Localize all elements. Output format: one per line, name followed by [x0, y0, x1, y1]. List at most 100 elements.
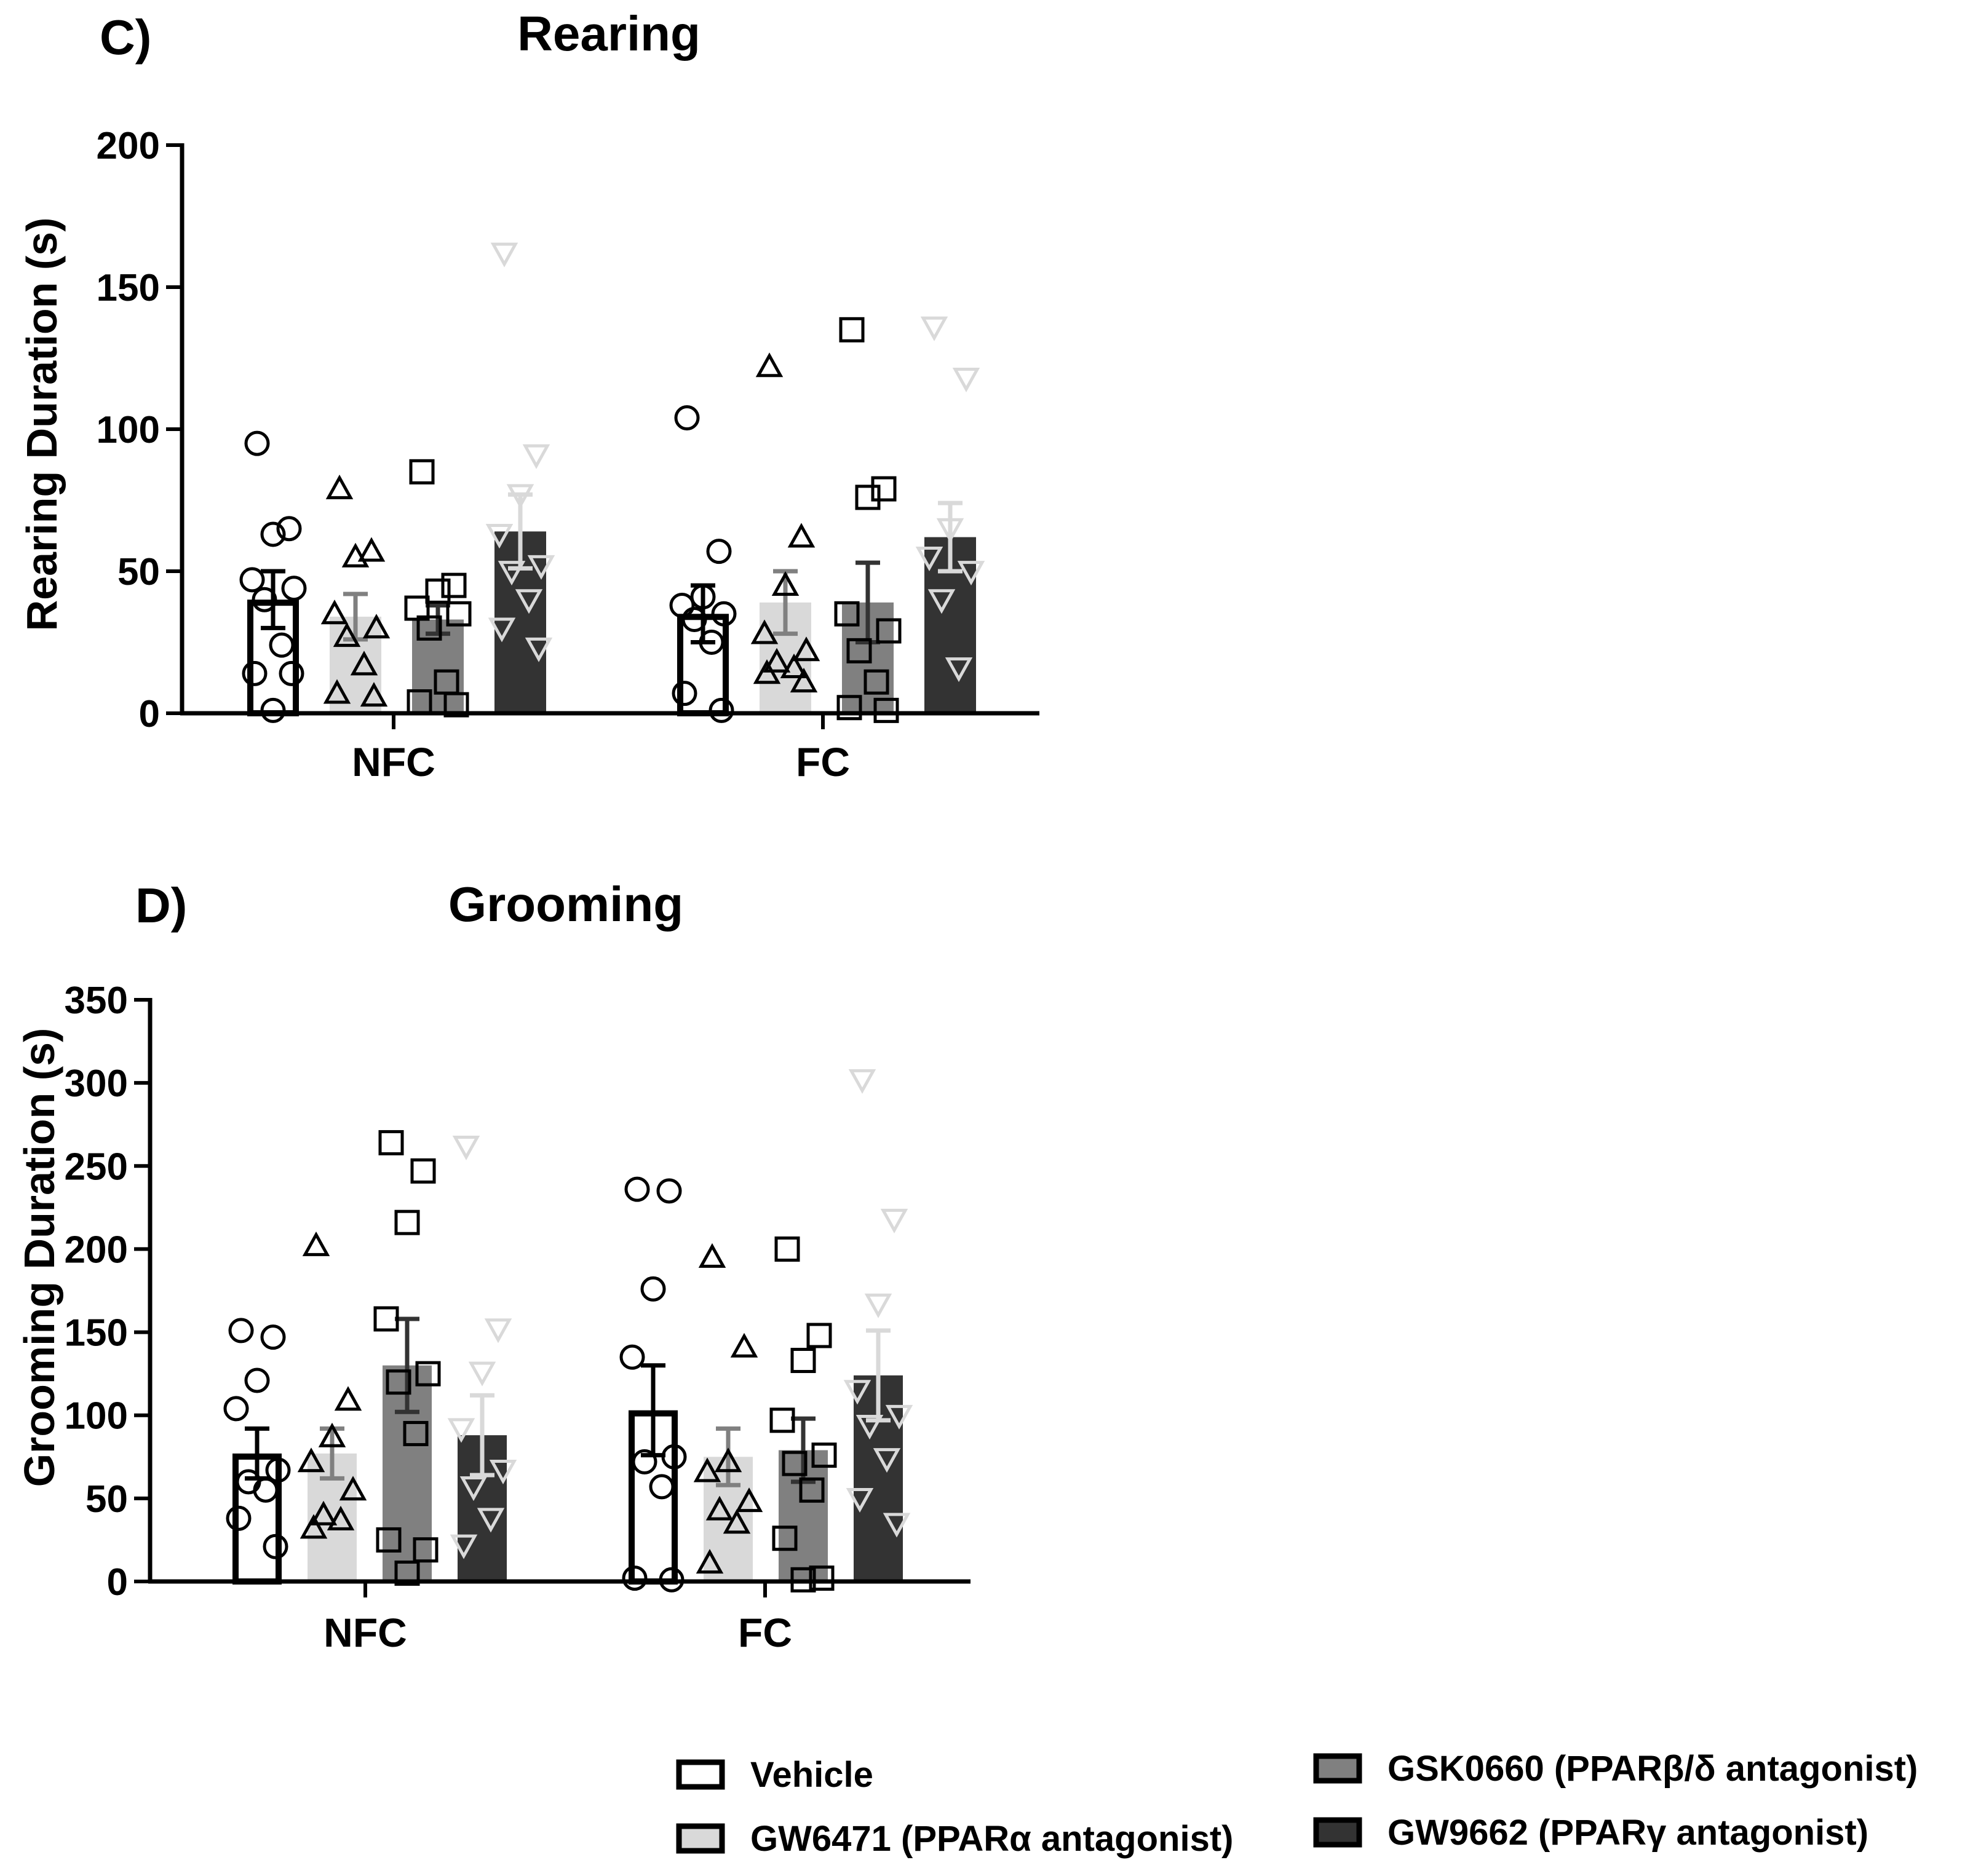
legend-swatch-gw6471 — [676, 1823, 725, 1854]
data-point — [309, 1500, 338, 1526]
y-tick-label: 200 — [65, 1229, 128, 1271]
data-point — [228, 1318, 254, 1344]
data-point — [446, 601, 472, 627]
y-tick-label: 50 — [117, 551, 160, 593]
x-tick-label: NFC — [352, 739, 435, 785]
data-point — [864, 1293, 892, 1318]
data-point — [672, 681, 697, 706]
panel-label-c: C) — [100, 10, 151, 65]
data-point — [226, 1505, 252, 1531]
data-point — [269, 632, 295, 658]
x-tick-label: NFC — [324, 1610, 407, 1655]
data-point — [753, 659, 781, 684]
data-point — [357, 537, 386, 562]
data-point — [498, 561, 526, 586]
chart-title-grooming: Grooming — [448, 877, 683, 932]
data-point — [709, 697, 734, 723]
data-point — [696, 1549, 724, 1574]
data-point — [265, 1457, 291, 1483]
data-point — [656, 1178, 682, 1204]
y-tick-label: 0 — [107, 1561, 128, 1604]
data-point — [488, 617, 516, 643]
data-point — [413, 1537, 439, 1563]
panel-label-d: D) — [135, 878, 187, 933]
data-point — [936, 518, 964, 543]
data-point — [649, 1474, 675, 1500]
data-point — [484, 1318, 512, 1344]
data-point — [244, 430, 270, 456]
data-point — [706, 539, 732, 564]
data-point — [622, 1565, 648, 1591]
data-point — [279, 660, 304, 686]
data-point — [394, 1209, 420, 1235]
data-point — [223, 1396, 249, 1422]
y-tick-label: 250 — [65, 1146, 128, 1188]
data-point — [730, 1332, 758, 1358]
data-point — [846, 638, 872, 663]
data-point — [515, 589, 543, 614]
legend: Vehicle GW6471 (PPARα antagonist) GSK066… — [676, 1749, 1918, 1859]
y-tick-label: 300 — [65, 1063, 128, 1105]
data-point — [834, 601, 860, 627]
y-tick-label: 100 — [65, 1395, 128, 1438]
data-point — [883, 1513, 911, 1538]
data-point — [714, 1447, 742, 1473]
data-point — [863, 669, 889, 695]
data-point — [873, 1448, 901, 1473]
data-point — [394, 1560, 420, 1586]
y-tick-label: 350 — [65, 980, 128, 1022]
data-point — [809, 1565, 835, 1591]
data-point — [376, 1527, 402, 1553]
data-point — [242, 660, 268, 686]
grooming-panel: D) Grooming Grooming Duration (s) 0 50 100… — [15, 877, 971, 1655]
data-point — [880, 1208, 908, 1233]
data-point — [300, 1514, 328, 1539]
y-tick-label: 200 — [97, 125, 160, 167]
data-point — [239, 567, 265, 593]
data-point — [792, 636, 820, 662]
data-point — [522, 444, 550, 469]
x-tick-label: FC — [738, 1610, 792, 1655]
data-point — [723, 1509, 751, 1534]
legend-swatch-vehicle — [676, 1759, 725, 1790]
data-point — [735, 1487, 763, 1513]
data-point — [669, 592, 695, 618]
data-point — [848, 1069, 876, 1094]
data-point — [459, 1476, 488, 1502]
data-point — [799, 1477, 825, 1503]
data-point — [260, 521, 286, 547]
data-point — [320, 600, 349, 625]
x-tick-label: FC — [796, 739, 850, 785]
data-point — [339, 1476, 367, 1501]
data-point — [674, 405, 700, 431]
y-tick-label: 50 — [85, 1478, 128, 1521]
data-point — [450, 1534, 478, 1559]
data-point — [693, 1457, 721, 1482]
data-point — [772, 1526, 798, 1551]
data-point — [378, 1130, 404, 1155]
data-point — [327, 1505, 355, 1530]
data-point — [447, 1418, 475, 1443]
data-point — [806, 1323, 832, 1348]
data-point — [698, 1243, 726, 1268]
data-point — [755, 352, 784, 378]
data-point — [334, 1386, 362, 1411]
data-point — [873, 697, 899, 723]
data-point — [410, 1158, 436, 1184]
legend-swatch-gsk0660 — [1313, 1753, 1362, 1784]
chart-title-rearing: Rearing — [517, 6, 701, 61]
data-point — [705, 1495, 734, 1521]
data-point — [362, 614, 391, 639]
data-point — [276, 516, 302, 542]
data-point — [373, 1306, 399, 1332]
data-point — [843, 1380, 871, 1405]
data-point — [325, 474, 354, 499]
data-point — [341, 542, 370, 568]
data-point — [619, 1344, 645, 1370]
data-point — [957, 561, 985, 586]
data-point — [490, 242, 518, 267]
data-point — [780, 653, 808, 678]
data-point — [409, 459, 435, 485]
data-point — [711, 601, 737, 627]
